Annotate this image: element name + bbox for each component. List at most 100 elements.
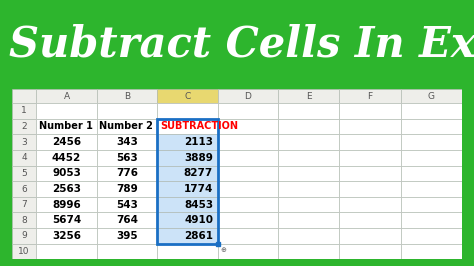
Bar [278,150,339,165]
Bar [218,119,278,134]
Text: 10: 10 [18,247,30,256]
Bar [36,213,97,228]
Text: E: E [306,92,311,101]
Bar [157,134,218,150]
Bar [12,150,36,165]
Text: 3: 3 [21,138,27,147]
Bar [12,165,36,181]
Bar [36,228,97,244]
Bar [339,213,401,228]
Bar [157,119,218,134]
Bar [97,134,157,150]
Bar [278,213,339,228]
Bar [97,197,157,213]
Text: 8453: 8453 [184,200,213,210]
Text: A: A [64,92,70,101]
Bar [97,228,157,244]
Text: Subtract Cells In Excel: Subtract Cells In Excel [9,24,474,65]
Text: D: D [244,92,251,101]
Bar [278,165,339,181]
Bar [36,165,97,181]
Bar [12,134,36,150]
Bar [401,165,462,181]
Bar [12,213,36,228]
Text: 1774: 1774 [184,184,213,194]
Bar [36,181,97,197]
Bar [339,150,401,165]
Bar [218,244,278,259]
Bar [97,89,157,103]
Bar [36,244,97,259]
Bar [339,134,401,150]
Bar [12,103,36,119]
Bar [157,244,218,259]
Bar [339,103,401,119]
Text: C: C [184,92,191,101]
Bar [401,89,462,103]
Bar [97,103,157,119]
Bar [97,150,157,165]
Bar [218,197,278,213]
Bar [36,150,97,165]
Bar [218,134,278,150]
Text: ⊕: ⊕ [221,247,227,253]
Text: F: F [367,92,373,101]
Text: 3889: 3889 [184,153,213,163]
Bar [218,213,278,228]
Bar [36,119,97,134]
Text: 764: 764 [116,215,138,225]
Bar [157,103,218,119]
Bar [36,134,97,150]
Text: G: G [428,92,435,101]
Bar [36,103,97,119]
Text: 3256: 3256 [52,231,81,241]
Bar [12,244,36,259]
Bar [339,228,401,244]
Bar [339,197,401,213]
Text: 1: 1 [21,106,27,115]
Bar [401,244,462,259]
Text: 2: 2 [21,122,27,131]
Text: 8996: 8996 [52,200,81,210]
Bar [401,119,462,134]
Bar [97,165,157,181]
Text: 8: 8 [21,216,27,225]
Bar [12,228,36,244]
Bar [157,213,218,228]
Bar [97,244,157,259]
Bar [218,150,278,165]
Text: 9: 9 [21,231,27,240]
Bar [157,150,218,165]
Bar [278,228,339,244]
Bar [339,244,401,259]
Text: 5674: 5674 [52,215,81,225]
Bar [401,181,462,197]
Bar [278,89,339,103]
Bar [278,134,339,150]
Bar [157,228,218,244]
Bar [97,119,157,134]
Text: 9053: 9053 [52,168,81,178]
Text: 4452: 4452 [52,153,81,163]
Bar [218,103,278,119]
Bar [12,181,36,197]
Text: 543: 543 [116,200,138,210]
Text: 563: 563 [116,153,138,163]
Text: Number 1: Number 1 [39,122,93,131]
Bar [97,181,157,197]
Bar [401,213,462,228]
Bar [12,89,36,103]
Bar [278,181,339,197]
Bar [401,150,462,165]
Bar [36,197,97,213]
Text: 2456: 2456 [52,137,81,147]
Bar [157,119,218,244]
Text: 6: 6 [21,185,27,193]
Text: 343: 343 [116,137,138,147]
Text: 395: 395 [116,231,138,241]
Text: 4910: 4910 [184,215,213,225]
Text: 2861: 2861 [184,231,213,241]
Text: 2113: 2113 [184,137,213,147]
Bar [157,89,218,103]
Text: 789: 789 [116,184,138,194]
